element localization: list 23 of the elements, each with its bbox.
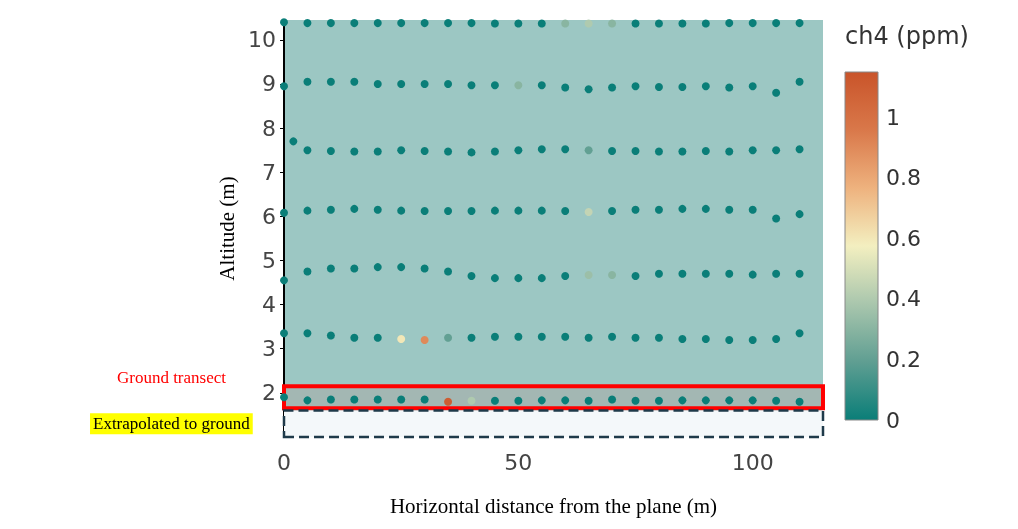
color-bar-label: 1 bbox=[886, 104, 900, 130]
y-tick-label: 6 bbox=[262, 203, 276, 229]
color-bar-label: 0.4 bbox=[886, 286, 921, 312]
y-tick-label: 7 bbox=[262, 159, 276, 185]
y-tick-label: 8 bbox=[262, 115, 276, 141]
color-bar-label: 0.2 bbox=[886, 346, 921, 372]
x-tick-label: 0 bbox=[277, 449, 291, 475]
y-tick-label: 9 bbox=[262, 71, 276, 97]
band-label: Extrapolated to ground bbox=[93, 414, 251, 434]
color-bar-label: 0.8 bbox=[886, 165, 921, 191]
color-bar-label: 0.6 bbox=[886, 225, 921, 251]
color-bar-title: ch4 (ppm) bbox=[845, 22, 969, 50]
x-tick-label: 50 bbox=[504, 449, 533, 475]
band-label: Ground transect bbox=[116, 367, 227, 387]
x-axis-title: Horizontal distance from the plane (m) bbox=[389, 493, 718, 518]
y-tick-label: 3 bbox=[262, 336, 276, 362]
y-axis-title: Altitude (m) bbox=[214, 176, 239, 281]
color-bar-label: 0 bbox=[886, 407, 900, 433]
y-tick-label: 10 bbox=[248, 27, 276, 53]
y-tick-label: 5 bbox=[262, 247, 276, 273]
y-tick-label: 4 bbox=[262, 292, 276, 318]
x-tick-label: 100 bbox=[731, 449, 774, 475]
y-tick-label: 2 bbox=[262, 380, 276, 406]
